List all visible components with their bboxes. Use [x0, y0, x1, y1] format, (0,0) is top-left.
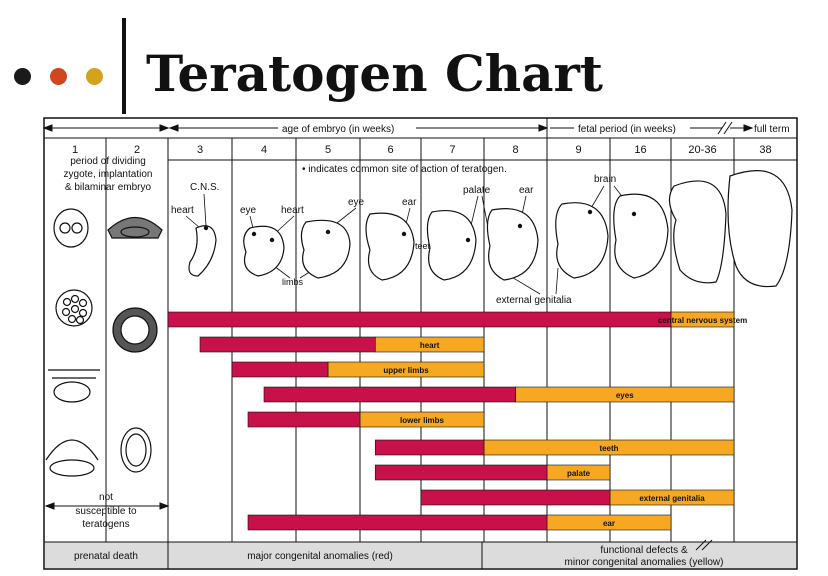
week-label: 7 — [449, 144, 455, 156]
bar-red-central-nervous-system — [167, 311, 672, 328]
functional-defects-label: functional defects & — [600, 545, 688, 556]
week-labels: 1 2 3 4 5 6 7 8 9 16 20-36 38 — [72, 144, 772, 156]
legend-note: • indicates common site of action of ter… — [302, 164, 507, 175]
label-heart-w3: heart — [171, 205, 194, 216]
major-anomalies-label: major congenital anomalies (red) — [247, 551, 393, 562]
week-label: 9 — [575, 144, 581, 156]
bar-label: central nervous system — [658, 316, 747, 325]
bar-label: heart — [420, 341, 440, 350]
title-divider — [122, 18, 126, 114]
band-break-marks — [695, 539, 713, 551]
label-cns: C.N.S. — [190, 182, 219, 193]
bar-label: upper limbs — [383, 366, 429, 375]
week1-note-line2: zygote, implantation — [64, 169, 153, 180]
label-ear-w8: ear — [519, 185, 534, 196]
week1-note-line1: period of dividing — [70, 156, 146, 167]
label-teeth: teeth — [415, 241, 435, 251]
week-label: 2 — [134, 144, 140, 156]
not-susceptible-line3: teratogens — [82, 519, 129, 530]
week-label: 38 — [759, 144, 771, 156]
bottom-band — [45, 542, 796, 568]
label-eye-w5: eye — [348, 197, 365, 208]
embryo-age-label: age of embryo (in weeks) — [282, 124, 394, 135]
week-label: 8 — [512, 144, 518, 156]
bar-label: lower limbs — [400, 416, 445, 425]
bar-label: ear — [603, 519, 615, 528]
minor-anomalies-label: minor congenital anomalies (yellow) — [565, 557, 724, 568]
week-label: 4 — [261, 144, 267, 156]
week-label: 3 — [197, 144, 203, 156]
bar-red-eyes — [263, 386, 516, 403]
fetal-period-label: fetal period (in weeks) — [578, 124, 676, 135]
bar-red-upper-limbs — [231, 361, 329, 378]
bullet-dot-red — [50, 68, 67, 85]
bar-label: external genitalia — [639, 494, 705, 503]
bar-label: palate — [567, 469, 591, 478]
week-label: 5 — [325, 144, 331, 156]
label-limbs: limbs — [282, 277, 304, 287]
label-palate: palate — [463, 185, 491, 196]
teratogen-site-dots — [203, 209, 637, 243]
bar-red-lower-limbs — [247, 411, 361, 428]
label-ear-w6: ear — [402, 197, 417, 208]
bar-red-external-genitalia — [420, 489, 611, 506]
bar-red-palate — [374, 464, 548, 481]
embryo-illustrations — [188, 170, 793, 288]
bar-label: teeth — [599, 444, 618, 453]
page-title: Teratogen Chart — [146, 44, 603, 103]
not-susceptible-line2: susceptible to — [75, 506, 137, 517]
bar-red-ear — [247, 514, 548, 531]
week-label: 1 — [72, 144, 78, 156]
chart-frame — [43, 117, 798, 570]
label-brain: brain — [594, 174, 616, 185]
bar-red-teeth — [374, 439, 485, 456]
early-stage-illustrations — [45, 208, 163, 477]
label-external-genitalia: external genitalia — [496, 295, 572, 306]
bar-label: eyes — [616, 391, 634, 400]
full-term-label: full term — [754, 124, 790, 135]
week-label: 6 — [387, 144, 393, 156]
bullet-dot-yellow — [86, 68, 103, 85]
prenatal-death-label: prenatal death — [74, 551, 138, 562]
not-susceptible-line1: not — [99, 492, 113, 503]
week-label: 20-36 — [688, 144, 716, 156]
bar-red-heart — [199, 336, 376, 353]
ruler-arrows — [42, 121, 754, 135]
teratogen-bars: central nervous system heart upper limbs ey… — [167, 311, 747, 531]
bullet-dot-black — [14, 68, 31, 85]
label-eye-w4: eye — [240, 205, 257, 216]
not-susceptible-arrow — [44, 502, 170, 510]
label-heart-w4: heart — [281, 205, 304, 216]
week1-note-line3: & bilaminar embryo — [65, 182, 152, 193]
week-label: 16 — [634, 144, 646, 156]
